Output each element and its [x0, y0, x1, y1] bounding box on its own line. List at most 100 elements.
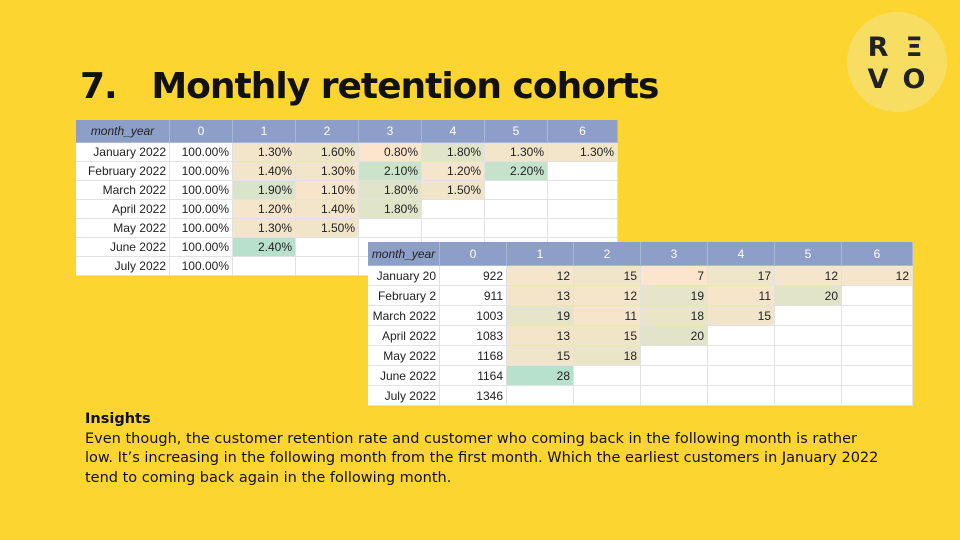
- table-cell: 12: [775, 266, 842, 286]
- table-cell: [708, 326, 775, 346]
- logo-letter: R: [867, 32, 889, 63]
- table-cell: June 2022: [76, 238, 170, 257]
- header-cell: 3: [641, 242, 708, 266]
- table-cell: 1168: [440, 346, 507, 366]
- insights: Insights Even though, the customer reten…: [85, 410, 885, 488]
- table-cell: 18: [641, 306, 708, 326]
- table-cell: [708, 386, 775, 406]
- table-cell: 28: [507, 366, 574, 386]
- table-cell: January 20: [368, 266, 440, 286]
- header-cell: 2: [296, 120, 359, 143]
- table-cell: May 2022: [76, 219, 170, 238]
- table-cell: January 2022: [76, 143, 170, 162]
- header-cell: 1: [233, 120, 296, 143]
- table-cell: 20: [775, 286, 842, 306]
- table-cell: 1.50%: [296, 219, 359, 238]
- insights-text: Even though, the customer retention rate…: [85, 430, 879, 486]
- table-cell: [507, 386, 574, 406]
- table-cell: [296, 238, 359, 257]
- table-cell: 12: [842, 266, 913, 286]
- table-cell: July 2022: [368, 386, 440, 406]
- table-cell: [842, 306, 913, 326]
- table-cell: 1.30%: [233, 143, 296, 162]
- table-cell: [842, 286, 913, 306]
- header-cell: 4: [422, 120, 485, 143]
- table-cell: [574, 366, 641, 386]
- table-cell: 19: [641, 286, 708, 306]
- table-cell: May 2022: [368, 346, 440, 366]
- table-cell: 1.30%: [233, 219, 296, 238]
- table-cell: [775, 366, 842, 386]
- table-cell: 12: [507, 266, 574, 286]
- table-cell: 17: [708, 266, 775, 286]
- logo-letter: Ξ: [905, 32, 923, 63]
- table-cell: [775, 326, 842, 346]
- table-cell: 11: [708, 286, 775, 306]
- table-cell: [422, 219, 485, 238]
- slide-title: 7. Monthly retention cohorts: [80, 66, 659, 107]
- table-cell: 1.80%: [359, 200, 422, 219]
- table-cell: March 2022: [76, 181, 170, 200]
- table-cell: [233, 257, 296, 276]
- logo-letter: O: [902, 64, 926, 95]
- header-cell: month_year: [368, 242, 440, 266]
- table-cell: [548, 219, 618, 238]
- table-cell: 100.00%: [170, 181, 233, 200]
- table-cell: 1.30%: [485, 143, 548, 162]
- table-cell: [485, 181, 548, 200]
- header-cell: 0: [440, 242, 507, 266]
- table-cell: 1164: [440, 366, 507, 386]
- table-cell: 1.30%: [548, 143, 618, 162]
- header-cell: 4: [708, 242, 775, 266]
- table-cell: [548, 181, 618, 200]
- table-cell: March 2022: [368, 306, 440, 326]
- table-cell: 1.60%: [296, 143, 359, 162]
- table-cell: [842, 366, 913, 386]
- table-cell: 1.50%: [422, 181, 485, 200]
- header-cell: 6: [548, 120, 618, 143]
- table-cell: February 2: [368, 286, 440, 306]
- table-cell: 1.20%: [233, 200, 296, 219]
- table-cell: 1.40%: [296, 200, 359, 219]
- table-cell: [548, 162, 618, 181]
- table-cell: 2.20%: [485, 162, 548, 181]
- table-cell: [775, 386, 842, 406]
- table-cell: 1003: [440, 306, 507, 326]
- table-cell: 15: [507, 346, 574, 366]
- logo-letter: V: [867, 64, 889, 95]
- header-cell: 2: [574, 242, 641, 266]
- insights-heading: Insights: [85, 411, 151, 427]
- table-cell: 2.40%: [233, 238, 296, 257]
- table-cell: [574, 386, 641, 406]
- table-cell: [641, 366, 708, 386]
- table-cell: [422, 200, 485, 219]
- table-cell: June 2022: [368, 366, 440, 386]
- table-cell: April 2022: [368, 326, 440, 346]
- header-cell: 1: [507, 242, 574, 266]
- table-cell: [296, 257, 359, 276]
- table: month_year 0 1 2 3 4 5 6 January 2022 100.00% 1.30…: [76, 120, 618, 276]
- table-cell: April 2022: [76, 200, 170, 219]
- table-cell: February 2022: [76, 162, 170, 181]
- table-cell: 2.10%: [359, 162, 422, 181]
- table-cell: 100.00%: [170, 257, 233, 276]
- table-cell: [359, 219, 422, 238]
- logo: R Ξ V O: [847, 12, 947, 112]
- table-cell: [842, 346, 913, 366]
- table-cell: 13: [507, 286, 574, 306]
- table-cell: 11: [574, 306, 641, 326]
- table-cell: [485, 200, 548, 219]
- table-cell: [775, 346, 842, 366]
- header-cell: 3: [359, 120, 422, 143]
- table-cell: [708, 346, 775, 366]
- header-cell: 5: [485, 120, 548, 143]
- table-cell: 18: [574, 346, 641, 366]
- table-cell: 1.80%: [422, 143, 485, 162]
- header-cell: month_year: [76, 120, 170, 143]
- table-cell: 15: [574, 326, 641, 346]
- table-cell: 911: [440, 286, 507, 306]
- table-cell: 1.30%: [296, 162, 359, 181]
- table-cell: July 2022: [76, 257, 170, 276]
- table-cell: 15: [574, 266, 641, 286]
- table-cell: 7: [641, 266, 708, 286]
